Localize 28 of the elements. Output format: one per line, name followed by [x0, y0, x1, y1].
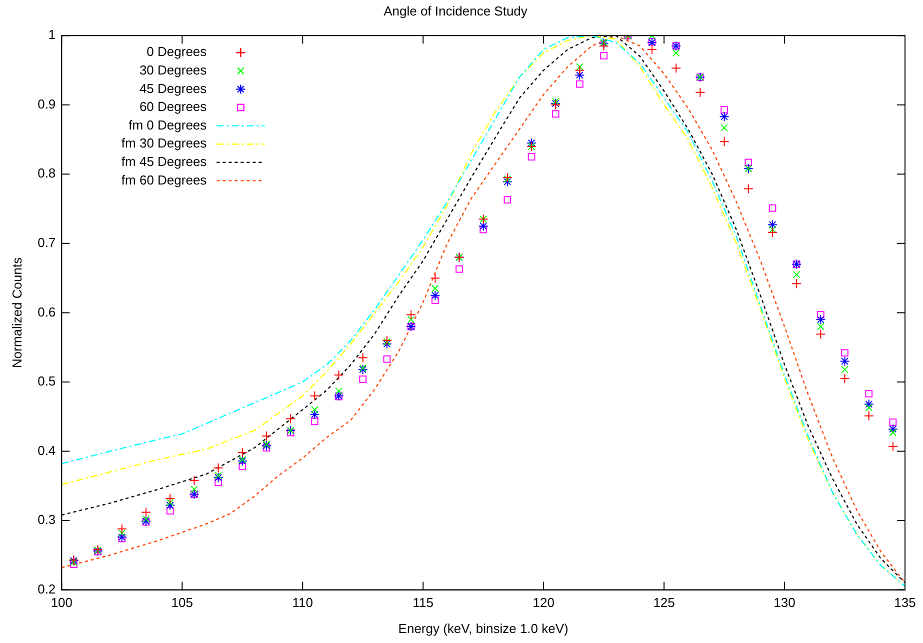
y-tick-label: 0.3 — [38, 512, 56, 528]
x-tick-label: 110 — [292, 595, 313, 610]
chart-title: Angle of Incidence Study — [384, 3, 528, 18]
x-tick-label: 115 — [412, 595, 434, 610]
y-tick-label: 0.2 — [38, 581, 56, 596]
x-tick-label: 120 — [532, 595, 554, 610]
legend-label: fm 45 Degrees — [121, 154, 208, 169]
y-tick-label: 0.6 — [38, 304, 56, 320]
y-tick-label: 0.5 — [38, 374, 56, 389]
legend-label: fm 30 Degrees — [121, 136, 208, 151]
x-tick-label: 125 — [653, 595, 675, 610]
legend-label: 60 Degrees — [139, 99, 208, 114]
x-tick-label: 135 — [894, 595, 916, 610]
y-tick-label: 0.4 — [38, 442, 56, 458]
y-tick-label: 1 — [48, 27, 56, 42]
y-tick-label: 0.9 — [38, 96, 56, 112]
legend-label: 0 Degrees — [146, 44, 208, 60]
x-tick-label: 105 — [171, 595, 193, 610]
y-tick-label: 0.8 — [38, 166, 56, 181]
x-tick-label: 130 — [774, 595, 796, 610]
x-axis-title: Energy (keV, binsize 1.0 keV) — [398, 620, 568, 636]
y-axis-title: Normalized Counts — [9, 256, 24, 368]
x-tick-label: 100 — [50, 595, 73, 610]
legend-label: 30 Degrees — [139, 62, 208, 78]
y-tick-label: 0.7 — [38, 235, 56, 250]
legend-label: fm 60 Degrees — [121, 172, 208, 188]
legend-label: fm 0 Degrees — [128, 117, 208, 132]
legend-label: 45 Degrees — [139, 80, 208, 96]
